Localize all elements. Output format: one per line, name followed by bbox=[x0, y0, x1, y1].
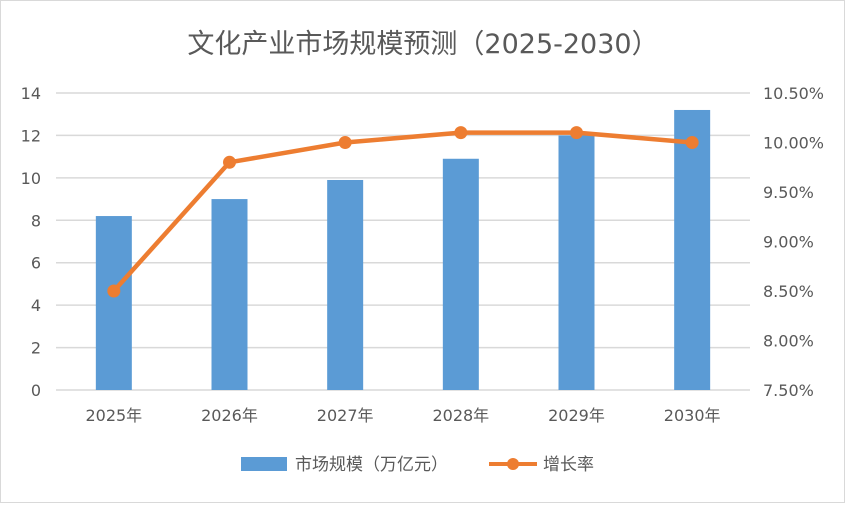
left-tick-label: 2 bbox=[31, 339, 41, 358]
left-tick-label: 6 bbox=[31, 254, 41, 273]
legend-bar-swatch bbox=[241, 457, 287, 471]
x-tick-label: 2030年 bbox=[664, 406, 721, 425]
right-tick-label: 10.00% bbox=[763, 134, 824, 153]
right-axis-ticks: 7.50% 8.00% 8.50% 9.00% 9.50% 10.00% 10.50% bbox=[763, 84, 824, 400]
x-tick-label: 2029年 bbox=[548, 406, 605, 425]
bar bbox=[674, 109, 711, 390]
x-tick-label: 2028年 bbox=[432, 406, 489, 425]
right-tick-label: 9.50% bbox=[763, 183, 814, 202]
bar bbox=[211, 199, 248, 390]
line-point bbox=[107, 284, 121, 298]
left-tick-label: 0 bbox=[31, 381, 41, 400]
legend-line-marker bbox=[507, 458, 519, 470]
x-tick-label: 2026年 bbox=[201, 406, 258, 425]
gridlines bbox=[56, 92, 750, 391]
x-tick-label: 2025年 bbox=[85, 406, 142, 425]
chart-title: 文化产业市场规模预测（2025-2030） bbox=[187, 29, 658, 60]
line-point bbox=[570, 126, 583, 140]
bar bbox=[327, 179, 364, 390]
line-series bbox=[107, 126, 699, 298]
left-tick-label: 12 bbox=[21, 126, 41, 145]
right-tick-label: 10.50% bbox=[763, 84, 824, 103]
line-point bbox=[454, 126, 468, 140]
right-tick-label: 7.50% bbox=[763, 381, 814, 400]
left-tick-label: 14 bbox=[21, 84, 41, 103]
left-tick-label: 8 bbox=[31, 211, 41, 230]
bar bbox=[95, 216, 132, 390]
bar bbox=[442, 158, 479, 390]
right-tick-label: 9.00% bbox=[763, 233, 814, 252]
legend-line-label: 增长率 bbox=[543, 455, 594, 475]
right-tick-label: 8.00% bbox=[763, 332, 814, 351]
bar bbox=[558, 135, 595, 390]
left-tick-label: 4 bbox=[31, 296, 41, 315]
left-tick-label: 10 bbox=[21, 169, 41, 188]
line-point bbox=[338, 136, 352, 149]
line-point bbox=[223, 155, 236, 169]
legend: 市场规模（万亿元） 增长率 bbox=[241, 455, 594, 475]
growth-line bbox=[112, 130, 693, 293]
bar-series bbox=[95, 109, 711, 390]
legend-bar-label: 市场规模（万亿元） bbox=[295, 455, 448, 475]
x-axis-ticks: 2025年 2026年 2027年 2028年 2029年 2030年 bbox=[85, 406, 720, 425]
line-point bbox=[685, 136, 699, 149]
x-tick-label: 2027年 bbox=[317, 406, 374, 425]
left-axis-ticks: 0 2 4 6 8 10 12 14 bbox=[21, 84, 41, 400]
right-tick-label: 8.50% bbox=[763, 282, 814, 301]
